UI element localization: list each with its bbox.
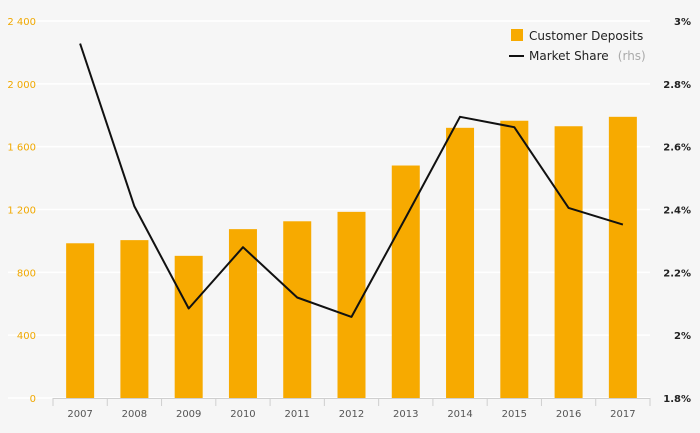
bar-2010 bbox=[228, 229, 257, 398]
left-tick-label: 1 600 bbox=[7, 143, 36, 154]
legend-swatch-customer-deposits bbox=[511, 29, 523, 41]
line-series bbox=[79, 43, 624, 318]
left-tick-label: 800 bbox=[17, 268, 36, 279]
right-tick-label: 2.4% bbox=[663, 206, 691, 217]
bar-2007 bbox=[66, 243, 95, 398]
right-tick-label: 2.6% bbox=[663, 143, 691, 154]
x-tick-label: 2007 bbox=[67, 409, 92, 420]
legend-label-market-share: Market Share (rhs) bbox=[529, 45, 646, 64]
bar-2017 bbox=[608, 116, 637, 398]
x-tick-label: 2015 bbox=[502, 409, 527, 420]
x-tick-label: 2014 bbox=[447, 409, 472, 420]
bar-2008 bbox=[120, 240, 149, 398]
x-tick-label: 2016 bbox=[556, 409, 581, 420]
bar-series bbox=[66, 116, 637, 399]
right-tick-label: 3% bbox=[674, 17, 691, 28]
bar-2013 bbox=[391, 165, 420, 398]
x-tick-label: 2008 bbox=[122, 409, 147, 420]
bar-2009 bbox=[174, 255, 203, 398]
legend: Customer Deposits Market Share (rhs) bbox=[509, 29, 646, 64]
left-tick-label: 2 000 bbox=[7, 80, 36, 91]
x-tick-label: 2017 bbox=[610, 409, 635, 420]
x-tick-label: 2011 bbox=[285, 409, 310, 420]
x-tick-label: 2010 bbox=[230, 409, 255, 420]
left-tick-label: 400 bbox=[17, 331, 36, 342]
bar-2014 bbox=[446, 127, 475, 399]
left-tick-label: 1 200 bbox=[7, 206, 36, 217]
x-tick-label: 2012 bbox=[339, 409, 364, 420]
gridlines bbox=[8, 20, 650, 399]
right-tick-label: 2.8% bbox=[663, 80, 691, 91]
bar-2011 bbox=[283, 221, 312, 398]
left-axis: 0 400 800 1 200 1 600 2 000 2 400 bbox=[7, 17, 36, 405]
bar-2015 bbox=[500, 120, 529, 398]
right-axis: 1.8% 2% 2.2% 2.4% 2.6% 2.8% 3% bbox=[663, 17, 691, 405]
x-axis: 2007 2008 2009 2010 2011 2012 2013 2014 2015 2016… bbox=[52, 398, 651, 420]
right-tick-label: 1.8% bbox=[663, 394, 691, 405]
bar-2016 bbox=[554, 126, 583, 398]
market-share-line bbox=[79, 43, 624, 318]
legend-label-customer-deposits: Customer Deposits bbox=[529, 29, 643, 43]
left-tick-label: 0 bbox=[30, 394, 36, 405]
right-tick-label: 2% bbox=[674, 331, 691, 342]
bar-2012 bbox=[337, 211, 366, 398]
x-tick-label: 2013 bbox=[393, 409, 418, 420]
left-tick-label: 2 400 bbox=[7, 17, 36, 28]
x-tick-label: 2009 bbox=[176, 409, 201, 420]
right-tick-label: 2.2% bbox=[663, 268, 691, 279]
